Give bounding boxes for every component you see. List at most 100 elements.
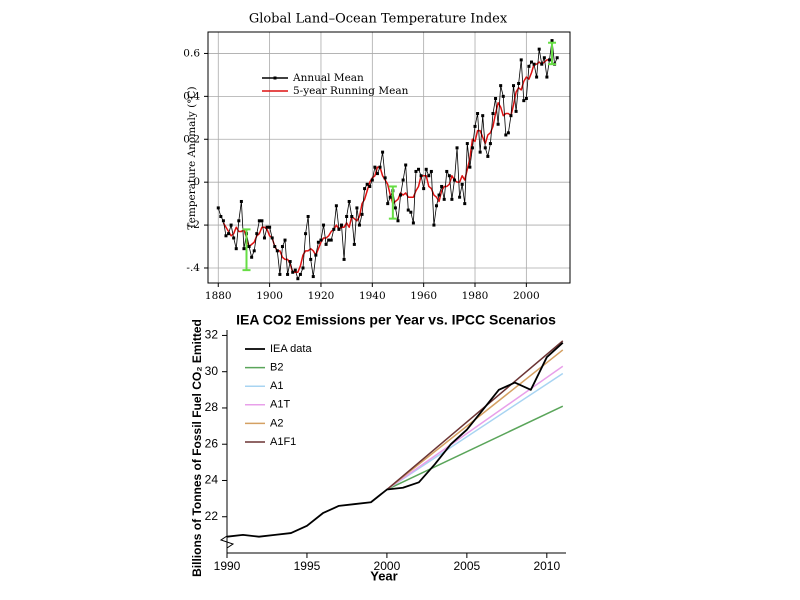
data-point [373, 165, 377, 169]
series-line [226, 342, 564, 538]
data-point [352, 242, 356, 246]
data-point [327, 238, 331, 242]
data-point [434, 204, 438, 208]
data-point [496, 122, 500, 126]
x-axis-label: Year [370, 568, 397, 583]
legend-label: A1 [270, 380, 283, 392]
y-tick-label: 0.4 [183, 90, 200, 102]
y-tick-label: 32 [205, 328, 219, 342]
x-tick-label: 1880 [205, 290, 232, 302]
data-point [414, 169, 418, 173]
x-tick-label: 1900 [256, 290, 283, 302]
y-tick-label: 0 [193, 176, 200, 188]
legend-label: Annual Mean [292, 72, 364, 84]
data-point [463, 202, 467, 206]
data-point [396, 219, 400, 223]
data-point [545, 75, 549, 79]
data-point [378, 165, 382, 169]
y-tick-label: 30 [205, 364, 219, 378]
series-line [386, 372, 564, 491]
data-point [219, 214, 223, 218]
data-point [437, 193, 441, 197]
data-point [460, 182, 464, 186]
data-point [519, 58, 523, 62]
data-point [334, 204, 338, 208]
data-point [381, 150, 385, 154]
data-point [314, 253, 318, 257]
data-point [383, 176, 387, 180]
data-point [255, 232, 259, 236]
data-point [270, 236, 274, 240]
data-point [458, 195, 462, 199]
x-tick-label: 2005 [454, 559, 481, 573]
data-point [522, 99, 526, 103]
data-point [447, 174, 451, 178]
y-tick-label: 22 [205, 509, 219, 523]
legend-label: 5-year Running Mean [293, 85, 409, 97]
data-point [368, 184, 372, 188]
chart-temperature: Global Land–Ocean Temperature Index Temp… [183, 12, 571, 302]
y-tick-label: 0.2 [183, 133, 200, 145]
data-point [363, 187, 367, 191]
data-point [280, 245, 284, 249]
data-point [506, 131, 510, 135]
data-point [532, 62, 536, 66]
data-point [486, 154, 490, 158]
data-point [501, 94, 505, 98]
data-point [417, 167, 421, 171]
data-point [388, 195, 392, 199]
series-line [217, 40, 558, 280]
y-tick-label: 24 [205, 473, 219, 487]
legend-marker [273, 76, 277, 80]
x-tick-label: 2000 [513, 290, 540, 302]
data-point [476, 112, 480, 116]
data-point [350, 214, 354, 218]
data-point [278, 272, 282, 276]
data-point [273, 245, 277, 249]
data-point [250, 255, 254, 259]
data-point [401, 178, 405, 182]
data-point [432, 223, 436, 227]
y-tick-label: -.4 [186, 262, 200, 274]
x-tick-label: 1940 [359, 290, 386, 302]
data-point [386, 202, 390, 206]
legend-label: A2 [270, 417, 283, 429]
y-tick-label: 28 [205, 400, 219, 414]
legend-label: B2 [270, 362, 283, 374]
data-point [393, 206, 397, 210]
data-point [483, 146, 487, 150]
data-point [357, 223, 361, 227]
y-axis-label: Billions of Tonnes of Fossil Fuel CO₂ Em… [190, 319, 204, 577]
data-point [324, 242, 328, 246]
data-point [262, 236, 266, 240]
data-point [468, 165, 472, 169]
data-point [555, 56, 559, 60]
data-point [311, 275, 315, 279]
data-point [370, 178, 374, 182]
data-point [445, 169, 449, 173]
data-point [399, 193, 403, 197]
series-line [386, 340, 564, 491]
data-point [293, 268, 297, 272]
data-point [229, 223, 233, 227]
x-tick-label: 1920 [308, 290, 335, 302]
data-point [227, 232, 231, 236]
data-point [452, 178, 456, 182]
data-point [529, 60, 533, 64]
data-point [345, 214, 349, 218]
data-point [242, 247, 246, 251]
data-point [404, 163, 408, 167]
data-point [340, 223, 344, 227]
data-point [524, 97, 528, 101]
data-point [542, 56, 546, 60]
x-tick-label: 1995 [294, 559, 321, 573]
legend-label: A1T [270, 399, 290, 411]
data-point [337, 227, 341, 231]
data-point [224, 234, 228, 238]
legend-label: A1F1 [270, 436, 296, 448]
data-point [535, 75, 539, 79]
data-point [265, 225, 269, 229]
data-point [517, 81, 521, 85]
